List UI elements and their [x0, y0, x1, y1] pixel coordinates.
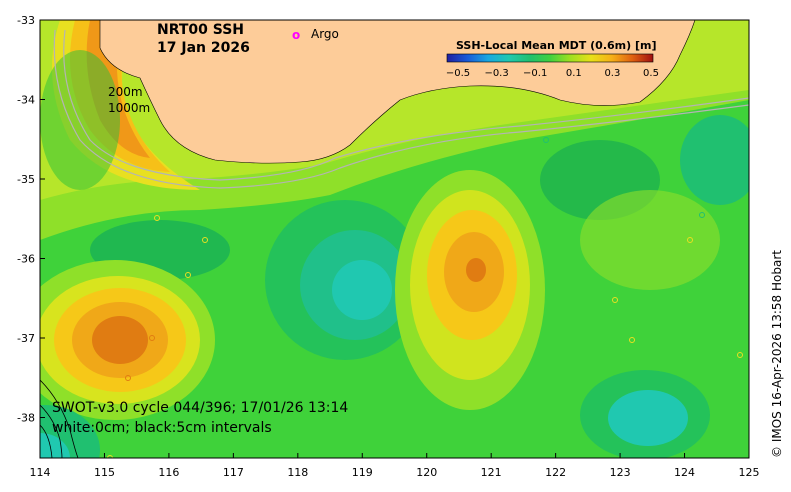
- y-tick-label: -35: [17, 173, 35, 186]
- bathy-200m: [53, 29, 749, 189]
- eddy-e-core: [466, 258, 486, 282]
- y-tick-label: -38: [17, 412, 35, 425]
- argo-float: [629, 337, 635, 343]
- x-tick-label: 123: [610, 466, 631, 479]
- west-low: [40, 50, 120, 190]
- colorbar-tick-label: 0.5: [643, 68, 659, 79]
- east-light-patch: [580, 190, 720, 290]
- colorbar-tick-label: 0.1: [566, 68, 582, 79]
- bathy-1000m: [63, 29, 749, 181]
- y-tick-label: -37: [17, 332, 35, 345]
- eddy-se-core: [608, 390, 688, 446]
- low-124-35: [680, 115, 749, 205]
- depth-label-200m: 200m: [108, 85, 143, 99]
- x-tick-label: 122: [545, 466, 566, 479]
- y-axis: -33 -34 -35 -36 -37 -38: [17, 14, 45, 425]
- y-tick-label: -36: [17, 253, 35, 266]
- map-plot-area: [40, 20, 749, 458]
- x-tick-label: 118: [287, 466, 308, 479]
- argo-legend-marker: o: [292, 28, 300, 42]
- x-tick-label: 125: [739, 466, 760, 479]
- product-title: NRT00 SSH: [157, 22, 244, 38]
- y-tick-label: -33: [17, 14, 35, 27]
- argo-float: [612, 297, 618, 303]
- argo-float: [154, 215, 160, 221]
- swot-info: SWOT-v3.0 cycle 044/396; 17/01/26 13:14: [52, 400, 348, 416]
- colorbar: SSH-Local Mean MDT (0.6m) [m] −0.5 −0.3 −0…: [446, 39, 659, 79]
- imos-credit: © IMOS 16-Apr-2026 13:58 Hobart: [770, 250, 784, 458]
- colorbar-tick-label: −0.5: [446, 68, 470, 79]
- x-tick-label: 119: [352, 466, 373, 479]
- date-title: 17 Jan 2026: [157, 40, 250, 56]
- plot-frame: [39, 19, 750, 459]
- x-axis: 114 115 116 117 118 119 120 121 122 123 124 125: [30, 453, 760, 479]
- argo-float: [737, 352, 743, 358]
- x-tick-label: 117: [223, 466, 244, 479]
- argo-floats: [107, 137, 743, 458]
- contour-info: white:0cm; black:5cm intervals: [52, 420, 272, 436]
- argo-float: [699, 212, 705, 218]
- argo-float: [149, 335, 155, 341]
- x-tick-label: 121: [481, 466, 502, 479]
- colorbar-gradient: [446, 53, 654, 63]
- argo-float: [202, 237, 208, 243]
- contour-5cm-1: [40, 379, 79, 458]
- contour-5cm-2: [40, 404, 63, 458]
- argo-legend-label: Argo: [311, 27, 339, 41]
- x-tick-label: 116: [158, 466, 179, 479]
- depth-label-1000m: 1000m: [108, 101, 150, 115]
- x-tick-label: 124: [674, 466, 695, 479]
- colorbar-tick-label: −0.1: [523, 68, 547, 79]
- argo-float: [543, 137, 549, 143]
- argo-float: [185, 272, 191, 278]
- eddy-c-core: [332, 260, 392, 320]
- contour-5cm-3: [40, 424, 53, 458]
- argo-float: [687, 237, 693, 243]
- sw-corner-core: [40, 433, 70, 458]
- colorbar-tick-label: −0.3: [484, 68, 508, 79]
- argo-float: [125, 375, 131, 381]
- colorbar-tick-label: 0.3: [604, 68, 620, 79]
- x-tick-label: 115: [94, 466, 115, 479]
- colorbar-title: SSH-Local Mean MDT (0.6m) [m]: [456, 39, 656, 52]
- x-tick-label: 114: [30, 466, 51, 479]
- eddy-sw-core: [92, 316, 148, 364]
- y-tick-label: -34: [17, 94, 35, 107]
- argo-float: [107, 455, 113, 458]
- x-tick-label: 120: [416, 466, 437, 479]
